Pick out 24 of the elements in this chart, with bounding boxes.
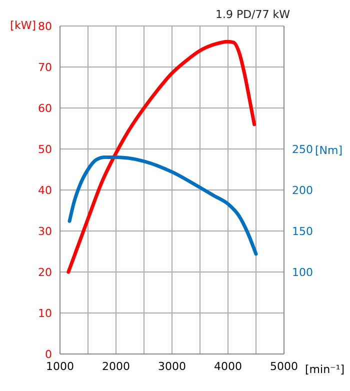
y2-axis-title: [Nm]	[315, 144, 343, 157]
y-axis-title: [kW]	[10, 19, 36, 32]
line-series	[66, 40, 256, 274]
x-tick-label: 1000	[46, 360, 74, 373]
x-tick-label: 4000	[214, 360, 242, 373]
y2-tick-label: 200	[292, 184, 313, 197]
chart-title: 1.9 PD/77 kW	[215, 8, 290, 21]
x-tick-label: 5000	[270, 360, 298, 373]
y2-tick-label: 250	[292, 142, 313, 156]
line-series	[68, 155, 258, 256]
y-tick-label: 60	[38, 102, 52, 115]
y-tick-label: 30	[38, 224, 52, 238]
y-tick-label: 80	[38, 20, 52, 33]
y-tick-label: 50	[38, 142, 52, 156]
x-tick-label: 2000	[102, 360, 130, 373]
y-tick-label: 0	[45, 348, 52, 361]
x-axis-title: [min⁻¹]	[305, 363, 345, 376]
x-tick-label: 3000	[158, 360, 186, 373]
y-tick-label: 40	[38, 184, 52, 197]
y-tick-label: 10	[38, 306, 52, 320]
y2-tick-label: 100	[292, 266, 313, 279]
y2-tick-label: 150	[292, 224, 313, 238]
y-tick-label: 20	[38, 266, 52, 279]
y-tick-label: 70	[38, 60, 52, 74]
